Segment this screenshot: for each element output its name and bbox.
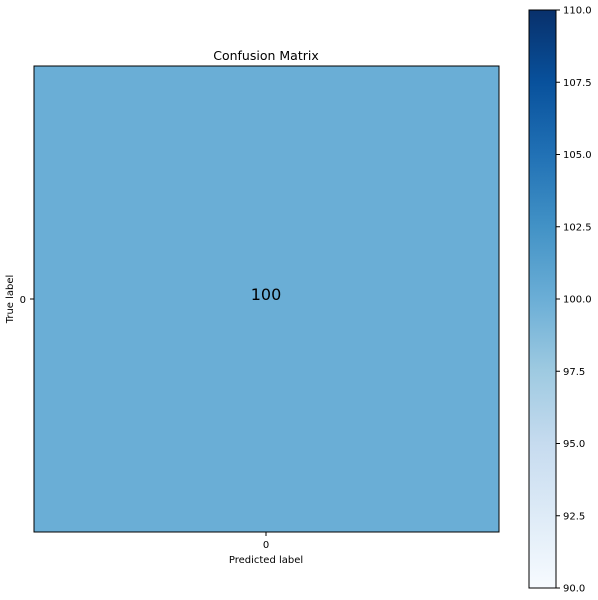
heatmap-cell-label: 100 <box>251 285 282 304</box>
x-axis: 0 Predicted label <box>229 532 303 566</box>
colorbar-tick-label: 95.0 <box>563 439 585 450</box>
y-axis: 0 True label <box>5 275 34 325</box>
heatmap-cell <box>34 66 499 532</box>
x-axis-label: Predicted label <box>229 555 303 566</box>
colorbar-tick-label: 110.0 <box>563 6 592 17</box>
colorbar-tick-label: 105.0 <box>563 150 592 161</box>
chart-title: Confusion Matrix <box>213 48 319 63</box>
colorbar-tick-label: 90.0 <box>563 584 585 595</box>
colorbar-gradient <box>528 9 557 589</box>
colorbar: 90.0 92.5 95.0 97.5 100.0 102.5 105.0 107.5 110.… <box>528 6 592 595</box>
y-axis-label: True label <box>5 275 16 325</box>
colorbar-tick-label: 102.5 <box>563 222 592 233</box>
colorbar-tick-label: 100.0 <box>563 295 592 306</box>
colorbar-tick-label: 97.5 <box>563 367 585 378</box>
heatmap-plot: 100 <box>33 65 500 533</box>
x-tick-label: 0 <box>263 540 269 551</box>
colorbar-tick-label: 107.5 <box>563 78 592 89</box>
colorbar-tick-label: 92.5 <box>563 511 585 522</box>
y-tick-label: 0 <box>20 295 26 306</box>
